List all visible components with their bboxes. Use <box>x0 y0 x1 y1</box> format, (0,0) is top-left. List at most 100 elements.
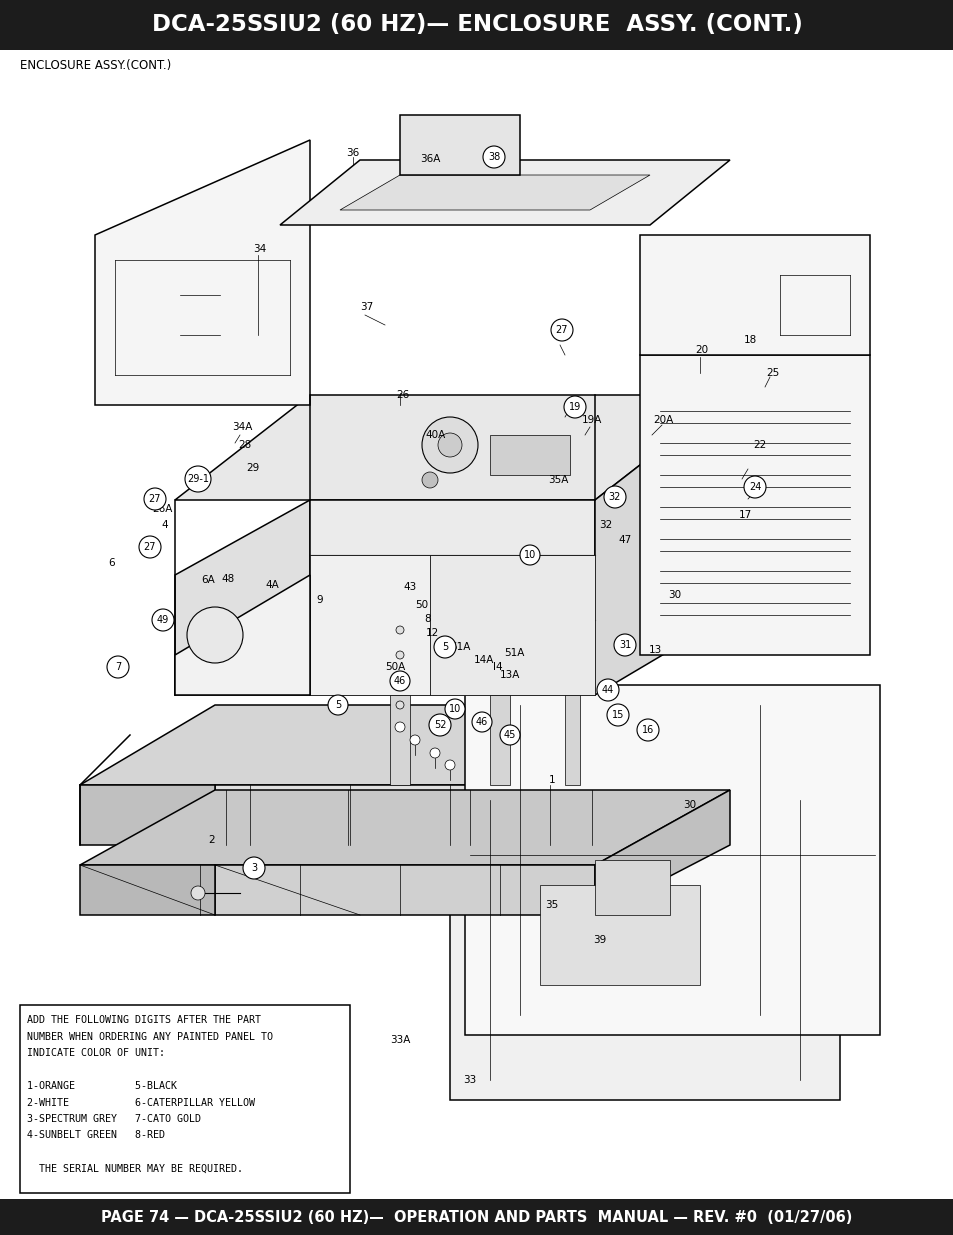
Polygon shape <box>80 864 214 915</box>
Polygon shape <box>310 555 430 695</box>
Text: 33A: 33A <box>390 1035 410 1045</box>
Polygon shape <box>310 500 595 695</box>
Polygon shape <box>490 695 510 785</box>
Polygon shape <box>595 790 729 915</box>
Text: 35: 35 <box>545 900 558 910</box>
Text: I4: I4 <box>493 662 502 672</box>
Text: 45: 45 <box>503 730 516 740</box>
Text: 51A: 51A <box>450 642 470 652</box>
Circle shape <box>606 704 628 726</box>
Circle shape <box>597 679 618 701</box>
Text: 19: 19 <box>568 403 580 412</box>
Text: DCA-25SSIU2 (60 HZ)— ENCLOSURE  ASSY. (CONT.): DCA-25SSIU2 (60 HZ)— ENCLOSURE ASSY. (CO… <box>152 14 801 37</box>
Text: 32: 32 <box>608 492 620 501</box>
Text: 44: 44 <box>601 685 614 695</box>
Circle shape <box>187 606 243 663</box>
Text: 27: 27 <box>149 494 161 504</box>
Text: 35A: 35A <box>547 475 568 485</box>
FancyBboxPatch shape <box>20 1005 350 1193</box>
Circle shape <box>191 885 205 900</box>
Text: 34A: 34A <box>232 422 252 432</box>
Polygon shape <box>639 354 869 655</box>
Text: 48: 48 <box>221 574 234 584</box>
Text: ADD THE FOLLOWING DIGITS AFTER THE PART: ADD THE FOLLOWING DIGITS AFTER THE PART <box>27 1015 261 1025</box>
Circle shape <box>395 676 403 684</box>
Text: ENCLOSURE ASSY.(CONT.): ENCLOSURE ASSY.(CONT.) <box>20 59 172 73</box>
Circle shape <box>185 466 211 492</box>
Text: 3: 3 <box>251 863 256 873</box>
Text: 40A: 40A <box>425 430 446 440</box>
Text: 12: 12 <box>425 629 438 638</box>
Text: 14A: 14A <box>474 655 494 664</box>
Text: 37: 37 <box>360 303 374 312</box>
Text: 2-WHITE           6-CATERPILLAR YELLOW: 2-WHITE 6-CATERPILLAR YELLOW <box>27 1098 254 1108</box>
Circle shape <box>395 651 403 659</box>
Text: 39: 39 <box>593 935 606 945</box>
Polygon shape <box>95 140 310 405</box>
Polygon shape <box>80 785 214 845</box>
Text: 18: 18 <box>742 335 756 345</box>
Text: NUMBER WHEN ORDERING ANY PAINTED PANEL TO: NUMBER WHEN ORDERING ANY PAINTED PANEL T… <box>27 1031 273 1041</box>
Text: 10: 10 <box>449 704 460 714</box>
Polygon shape <box>280 161 729 225</box>
Circle shape <box>395 626 403 634</box>
Polygon shape <box>490 435 569 475</box>
Polygon shape <box>539 885 700 986</box>
Text: 52: 52 <box>434 720 446 730</box>
Circle shape <box>328 695 348 715</box>
Text: 27: 27 <box>144 542 156 552</box>
Text: 13A: 13A <box>499 671 519 680</box>
Circle shape <box>139 536 161 558</box>
Text: 1: 1 <box>548 776 555 785</box>
Text: 5: 5 <box>335 700 341 710</box>
Polygon shape <box>595 395 729 695</box>
Circle shape <box>107 656 129 678</box>
Text: 5: 5 <box>441 642 448 652</box>
Polygon shape <box>430 555 595 695</box>
Circle shape <box>472 713 492 732</box>
Circle shape <box>519 545 539 564</box>
Circle shape <box>551 319 573 341</box>
Text: 46: 46 <box>394 676 406 685</box>
Circle shape <box>421 472 437 488</box>
Text: 13: 13 <box>648 645 661 655</box>
Text: 33: 33 <box>463 1074 476 1086</box>
Polygon shape <box>639 235 869 354</box>
Circle shape <box>743 475 765 498</box>
Circle shape <box>437 433 461 457</box>
Circle shape <box>603 487 625 508</box>
Text: 50: 50 <box>415 600 428 610</box>
Polygon shape <box>450 781 840 1100</box>
Bar <box>0 1199 953 1235</box>
Text: 4A: 4A <box>265 580 278 590</box>
Polygon shape <box>390 695 410 785</box>
Circle shape <box>499 725 519 745</box>
Text: 16: 16 <box>641 725 654 735</box>
Circle shape <box>152 609 173 631</box>
Polygon shape <box>174 576 310 695</box>
Text: 19A: 19A <box>581 415 601 425</box>
Text: 50A: 50A <box>384 662 405 672</box>
Polygon shape <box>80 705 729 785</box>
Text: 36A: 36A <box>419 154 439 164</box>
Polygon shape <box>464 685 879 1035</box>
Polygon shape <box>174 500 310 695</box>
Circle shape <box>421 417 477 473</box>
Polygon shape <box>174 395 729 500</box>
Circle shape <box>444 760 455 769</box>
Polygon shape <box>214 864 595 915</box>
Text: 29: 29 <box>246 463 259 473</box>
Text: 36: 36 <box>346 148 359 158</box>
Text: 51A: 51A <box>503 648 523 658</box>
Circle shape <box>243 857 265 879</box>
Text: 7: 7 <box>114 662 121 672</box>
Circle shape <box>614 634 636 656</box>
Circle shape <box>430 748 439 758</box>
Text: 26: 26 <box>395 390 409 400</box>
Text: 34: 34 <box>253 245 266 254</box>
Text: PAGE 74 — DCA-25SSIU2 (60 HZ)—  OPERATION AND PARTS  MANUAL — REV. #0  (01/27/06: PAGE 74 — DCA-25SSIU2 (60 HZ)— OPERATION… <box>101 1209 852 1224</box>
Polygon shape <box>399 115 519 175</box>
Text: 22: 22 <box>753 440 766 450</box>
Polygon shape <box>80 790 729 864</box>
Polygon shape <box>595 860 669 915</box>
